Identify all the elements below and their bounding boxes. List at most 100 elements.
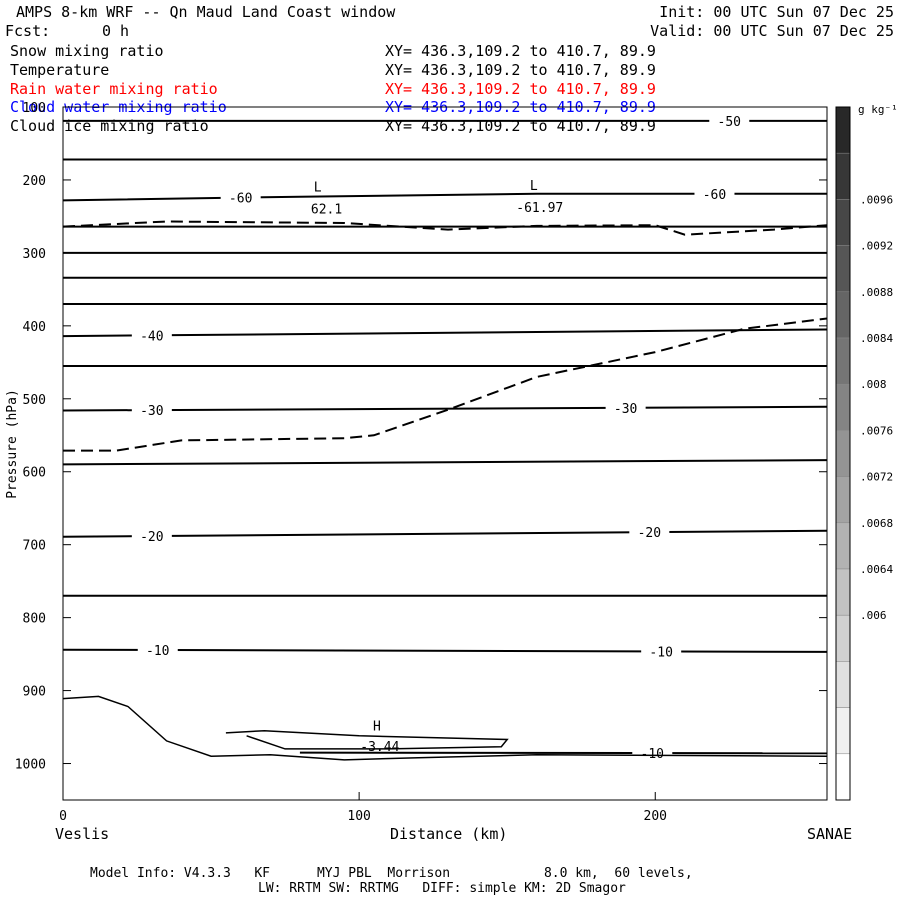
colorbar: g kg⁻¹ .0096 .0092 .0088 .0084 .008 .0076 .0072…: [835, 103, 898, 801]
x-tick-label: 100: [347, 809, 370, 824]
field-name: Cloud ice mixing ratio: [10, 117, 209, 135]
y-tick-label: 900: [23, 685, 46, 700]
colorbar-units: g kg⁻¹: [858, 103, 898, 116]
chart-title: AMPS 8-km WRF -- Qn Maud Land Coast wind…: [16, 3, 396, 21]
colorbar-segment: [835, 291, 851, 339]
isotherm-label-bg: [131, 528, 172, 543]
model-info-line1: Model Info: V4.3.3 KF MYJ PBL Morrison 8…: [90, 866, 693, 881]
colorbar-segment: [835, 476, 851, 524]
colorbar-segment: [835, 383, 851, 431]
y-tick-label: 600: [23, 466, 46, 481]
isotherm-label: -20: [638, 526, 661, 541]
isotherm-label-bg: [641, 644, 682, 659]
isotherm-label-bg: [131, 403, 172, 418]
isotherm-label-bg: [605, 400, 646, 415]
colorbar-tick-label: .0072: [860, 471, 893, 484]
y-tick-label: 200: [23, 174, 46, 189]
colorbar-tick-label: .0068: [860, 517, 893, 530]
extremum-label: -3.44: [360, 740, 399, 755]
isotherm-line: [62, 328, 828, 338]
extremum-label: L: [530, 179, 538, 194]
colorbar-tick-label: .008: [860, 378, 887, 391]
colorbar-tick-label: .0092: [860, 240, 893, 253]
isotherm-label: -40: [140, 329, 163, 344]
axes: 100 200 300 400 500 600 700 800 900 1000 0 100 200: [15, 101, 828, 824]
isotherm-line: [62, 459, 828, 466]
field-xy: XY= 436.3,109.2 to 410.7, 89.9: [385, 117, 656, 135]
colorbar-frame: [835, 106, 851, 801]
plot-area: -50 -60 -60 -40 -30 -30 -20 -20 -10 -10 -10 L 62.1 L -…: [62, 113, 828, 762]
isotherm-label-bg: [629, 525, 670, 540]
y-tick-label: 700: [23, 539, 46, 554]
colorbar-segment: [835, 614, 851, 662]
extremum-label: 62.1: [311, 203, 342, 218]
field-name: Rain water mixing ratio: [10, 80, 218, 98]
colorbar-segment: [835, 152, 851, 200]
y-tick-label: 300: [23, 247, 46, 262]
isotherm-label: -50: [718, 115, 741, 130]
isotherm-label-bg: [694, 186, 735, 201]
field-xy: XY= 436.3,109.2 to 410.7, 89.9: [385, 61, 656, 79]
colorbar-segment: [835, 106, 851, 154]
colorbar-tick-label: .0088: [860, 286, 893, 299]
fcst-label: Fcst:: [5, 22, 51, 40]
isotherm-label-bg: [632, 746, 673, 761]
x-axis-label: Distance (km): [390, 825, 508, 843]
dashed-contour: [63, 317, 828, 452]
plot-frame: [62, 106, 828, 801]
isotherm-label: -20: [140, 530, 163, 545]
x-tick-label: 0: [59, 809, 67, 824]
ground-contour: [62, 695, 828, 761]
isotherm-label: -30: [140, 404, 163, 419]
x-tick-label: 200: [644, 809, 667, 824]
field-name: Snow mixing ratio: [10, 42, 164, 60]
isotherm-label: -10: [641, 747, 664, 762]
ground-contour: [225, 729, 509, 750]
y-tick-label: 400: [23, 320, 46, 335]
colorbar-tick-label: .0076: [860, 424, 893, 437]
colorbar-segment: [835, 568, 851, 616]
fcst-value: 0 h: [102, 22, 130, 40]
isotherm-label: -60: [229, 192, 252, 207]
colorbar-tick-label: .0084: [860, 332, 893, 345]
colorbar-tick-label: .006: [860, 609, 887, 622]
colorbar-segment: [835, 661, 851, 708]
colorbar-segment: [835, 707, 851, 755]
y-tick-label: 800: [23, 612, 46, 627]
isotherm-label-bg: [131, 328, 172, 343]
valid-time: Valid: 00 UTC Sun 07 Dec 25: [650, 22, 894, 40]
y-tick-label: 500: [23, 393, 46, 408]
isotherm-line: [299, 751, 828, 755]
y-tick-label: 1000: [15, 758, 46, 773]
colorbar-segment: [835, 522, 851, 570]
isotherm-label-bg: [137, 642, 178, 657]
isotherm-label: -60: [703, 188, 726, 203]
colorbar-segment: [835, 337, 851, 385]
isotherm-label-bg: [709, 113, 750, 128]
x-start-label: Veslis: [55, 825, 110, 843]
extremum-label: H: [373, 720, 381, 735]
dashed-contour: [62, 220, 828, 236]
field-xy: XY= 436.3,109.2 to 410.7, 89.9: [385, 42, 656, 60]
y-axis-label: Pressure (hPa): [5, 389, 20, 499]
isotherm-line: [62, 192, 827, 202]
colorbar-segment: [835, 245, 851, 293]
field-name: Temperature: [10, 61, 110, 79]
colorbar-segment: [835, 753, 851, 801]
isotherm-label: -10: [649, 645, 672, 660]
colorbar-segment: [835, 199, 851, 246]
extremum-label: -61.97: [516, 201, 563, 216]
model-info-line2: LW: RRTM SW: RRTMG DIFF: simple KM: 2D S…: [258, 881, 626, 896]
isotherm-line: [62, 405, 828, 412]
colorbar-tick-label: .0096: [860, 193, 893, 206]
isotherm-label: -10: [146, 644, 169, 659]
isotherm-label: -30: [614, 402, 637, 417]
extremum-label: L: [314, 181, 322, 196]
colorbar-segment: [835, 430, 851, 477]
x-end-label: SANAE: [807, 825, 853, 843]
isotherm-label-bg: [220, 190, 261, 205]
field-xy: XY= 436.3,109.2 to 410.7, 89.9: [385, 80, 656, 98]
colorbar-tick-label: .0064: [860, 563, 893, 576]
y-tick-label: 100: [23, 101, 46, 116]
